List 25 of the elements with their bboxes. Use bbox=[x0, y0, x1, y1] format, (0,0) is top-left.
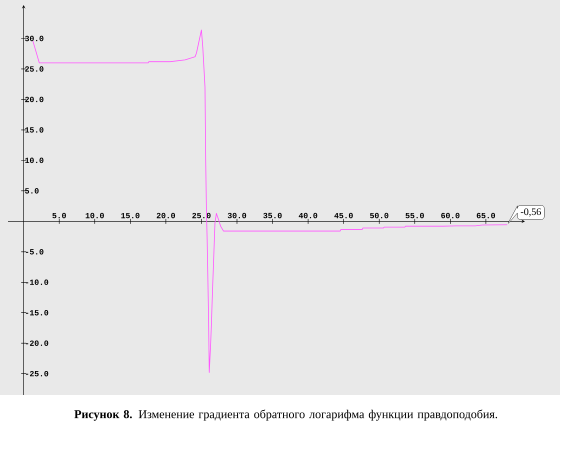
annotation: -0,56 bbox=[520, 208, 541, 217]
y-tick-label: -10.0 bbox=[26, 280, 48, 285]
x-tick-label: 20.0 bbox=[156, 212, 176, 218]
y-tick-label: 10.0 bbox=[25, 158, 44, 164]
x-tick-label: 10.0 bbox=[86, 212, 104, 218]
x-tick-label: 65.0 bbox=[476, 212, 496, 218]
y-tick-label: 5.0 bbox=[25, 188, 39, 194]
x-tick-label: 40.0 bbox=[298, 212, 318, 218]
y-tick-label: -20.0 bbox=[26, 340, 48, 346]
y-tick-label: 30.0 bbox=[25, 36, 44, 42]
x-tick-label: 5.0 bbox=[52, 212, 66, 218]
y-tick-label: 15.0 bbox=[25, 127, 44, 133]
x-tick-label: 55.0 bbox=[406, 212, 424, 218]
y-tick-label: -25.0 bbox=[26, 370, 48, 376]
x-tick-label: 50.0 bbox=[370, 212, 388, 218]
y-tick-label: -15.0 bbox=[26, 310, 48, 316]
x-tick-label: 45.0 bbox=[334, 212, 353, 218]
y-tick-label: 25.0 bbox=[25, 66, 44, 72]
y-tick-label: 20.0 bbox=[25, 96, 44, 102]
y-tick-label: -5.0 bbox=[26, 249, 44, 255]
text: Рисунок 8. Изменение градиента обратного логарифма функции правдоподобия. bbox=[74, 410, 498, 421]
x-tick-label: 60.0 bbox=[441, 212, 460, 218]
x-tick-label: 15.0 bbox=[121, 212, 140, 218]
x-tick-label: 30.0 bbox=[228, 212, 246, 218]
x-tick-label: 35.0 bbox=[263, 212, 282, 218]
